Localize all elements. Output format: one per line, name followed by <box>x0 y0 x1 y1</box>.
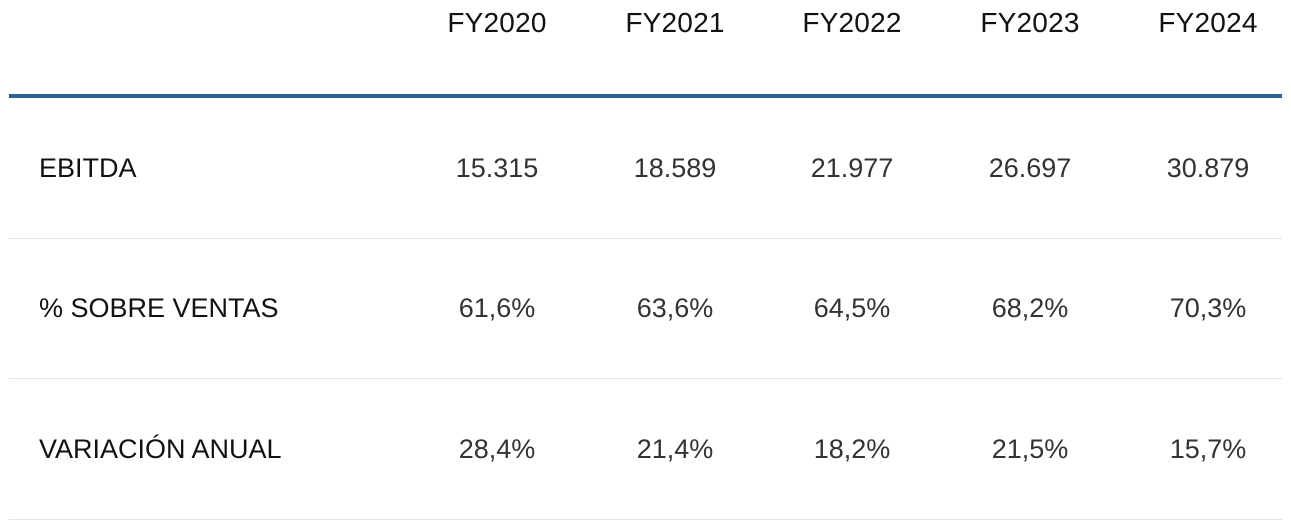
header-divider <box>9 94 1282 98</box>
column-header-fy2022: FY2022 <box>802 7 902 38</box>
table-cell: 64,5% <box>813 293 891 323</box>
table-cell: 68,2% <box>991 293 1069 323</box>
column-header-fy2024: FY2024 <box>1158 7 1258 38</box>
table-cell: 28,4% <box>458 434 536 464</box>
column-header-fy2020: FY2020 <box>447 7 547 38</box>
table-cell: 15,7% <box>1169 434 1247 464</box>
column-header-fy2021: FY2021 <box>625 7 725 38</box>
table-cell: 70,3% <box>1169 293 1247 323</box>
table-cell: 30.879 <box>1166 153 1250 183</box>
table-row-ebitda: EBITDA 15.315 18.589 21.977 26.697 30.87… <box>9 99 1282 239</box>
row-label: EBITDA <box>39 153 137 183</box>
table-cell: 21,4% <box>636 434 714 464</box>
table-row-variacion-anual: VARIACIÓN ANUAL 28,4% 21,4% 18,2% 21,5% … <box>9 380 1282 520</box>
column-header-fy2023: FY2023 <box>980 7 1080 38</box>
table-cell: 18,2% <box>813 434 891 464</box>
row-label: VARIACIÓN ANUAL <box>39 434 282 464</box>
row-label: % SOBRE VENTAS <box>39 293 279 323</box>
table-cell: 61,6% <box>458 293 536 323</box>
table-cell: 15.315 <box>455 153 539 183</box>
table-cell: 18.589 <box>633 153 717 183</box>
table-header-row: FY2020 FY2021 FY2022 FY2023 FY2024 <box>9 0 1282 95</box>
table-row-sobre-ventas: % SOBRE VENTAS 61,6% 63,6% 64,5% 68,2% 7… <box>9 239 1282 379</box>
table-cell: 63,6% <box>636 293 714 323</box>
table-cell: 26.697 <box>988 153 1072 183</box>
ebitda-table: FY2020 FY2021 FY2022 FY2023 FY2024 EBITD… <box>9 0 1282 520</box>
table-cell: 21.977 <box>810 153 894 183</box>
table-cell: 21,5% <box>991 434 1069 464</box>
